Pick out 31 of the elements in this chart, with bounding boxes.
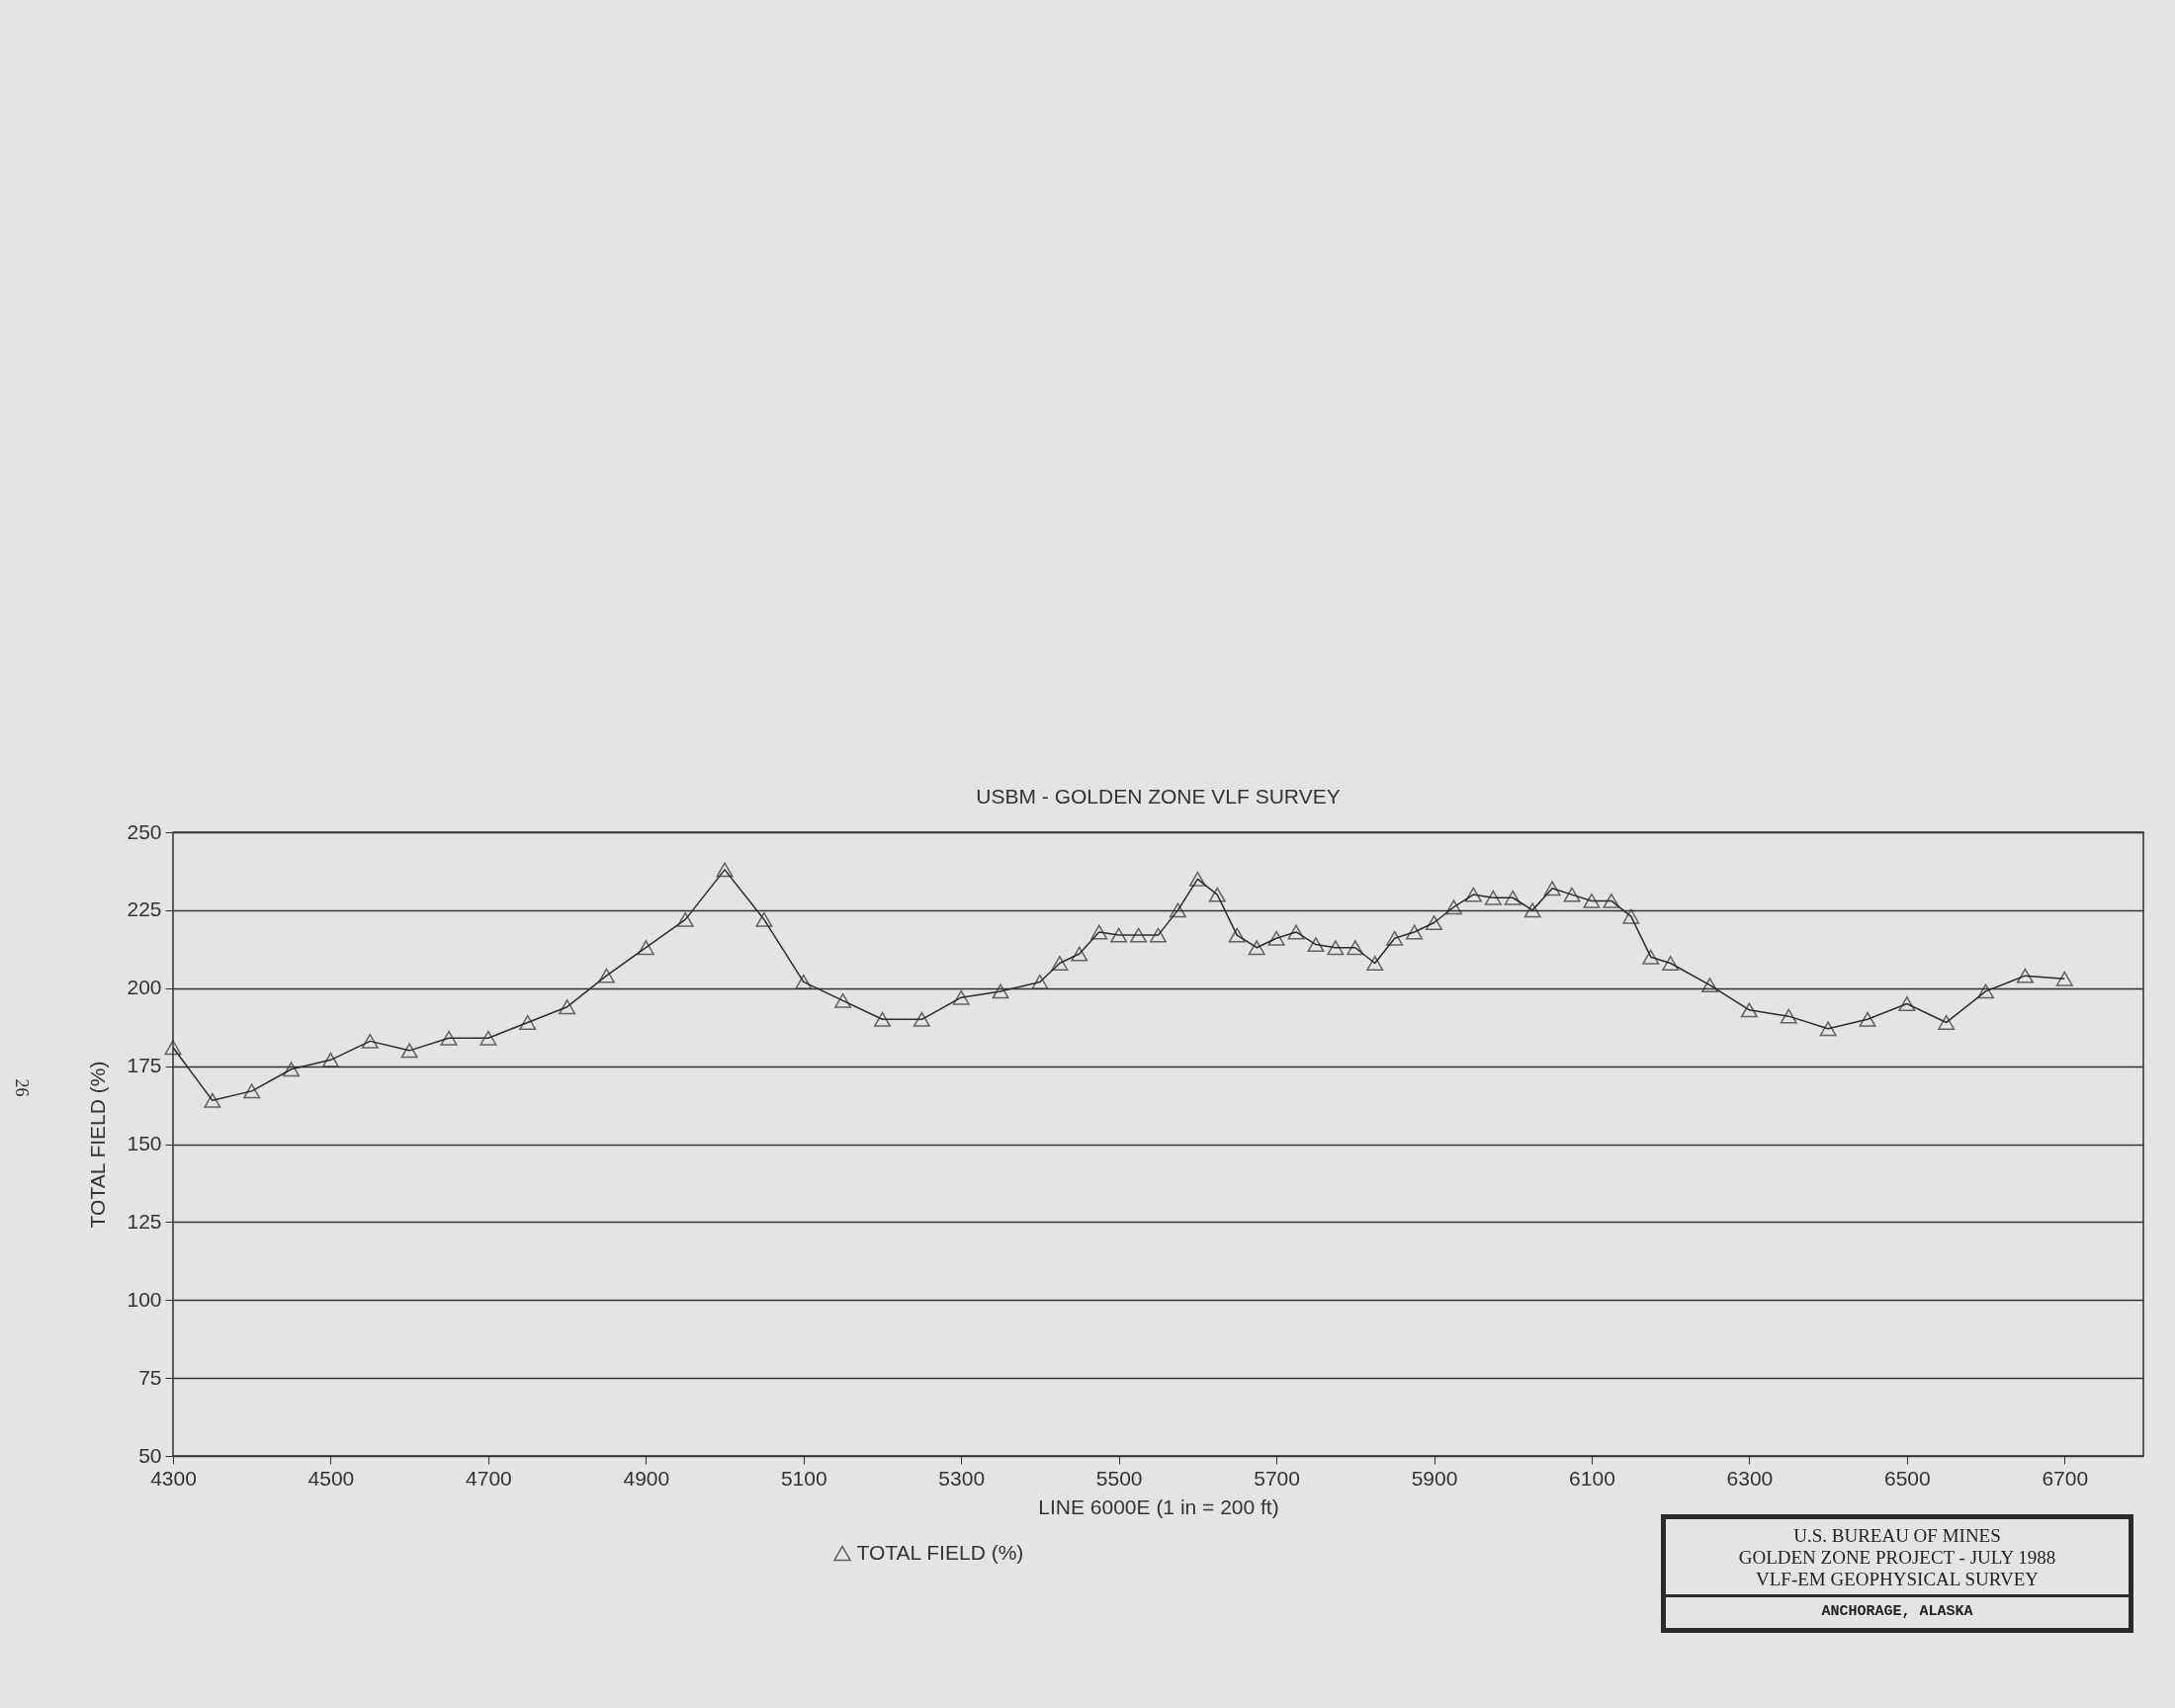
y-tick-label: 250 [127, 819, 162, 843]
y-tick-label: 225 [127, 897, 162, 921]
x-tick-label: 4300 [150, 1466, 197, 1490]
x-tick-label: 5700 [1254, 1466, 1300, 1490]
text: U.S. BUREAU OF MINES [1792, 1525, 2002, 1547]
chart-title: USBM - GOLDEN ZONE VLF SURVEY [976, 785, 1341, 808]
x-axis-title: LINE 6000E (1 in = 200 ft) [1038, 1494, 1279, 1518]
x-tick-label: 4900 [623, 1466, 670, 1490]
x-tick-label: 6100 [1569, 1466, 1615, 1490]
y-tick-label: 200 [127, 976, 162, 999]
y-tick-label: 75 [138, 1365, 162, 1389]
x-tick-label: 4500 [307, 1466, 355, 1490]
x-tick-label: 6300 [1726, 1466, 1774, 1490]
y-tick-label: 150 [127, 1132, 162, 1154]
text: VLF-EM GEOPHYSICAL SURVEY [1755, 1569, 2040, 1590]
x-tick-label: 6700 [2042, 1466, 2089, 1490]
x-tick-label: 6500 [1883, 1466, 1931, 1490]
y-tick-label: 100 [127, 1287, 162, 1311]
x-tick-label: 5100 [780, 1466, 827, 1490]
x-tick-label: 5300 [938, 1466, 986, 1490]
x-tick-label: 5500 [1095, 1466, 1143, 1490]
text: 26 [10, 1078, 32, 1097]
x-tick-label: 5900 [1411, 1466, 1458, 1490]
text: GOLDEN ZONE PROJECT - JULY 1988 [1737, 1547, 2057, 1569]
y-tick-label: 125 [127, 1209, 162, 1233]
y-tick-label: 50 [138, 1443, 162, 1467]
y-axis-title: TOTAL FIELD (%) [86, 1061, 110, 1229]
y-tick-label: 175 [127, 1054, 162, 1077]
x-tick-label: 4700 [466, 1466, 512, 1490]
legend-label: TOTAL FIELD (%) [856, 1540, 1024, 1564]
text: ANCHORAGE, ALASKA [1820, 1603, 1974, 1620]
